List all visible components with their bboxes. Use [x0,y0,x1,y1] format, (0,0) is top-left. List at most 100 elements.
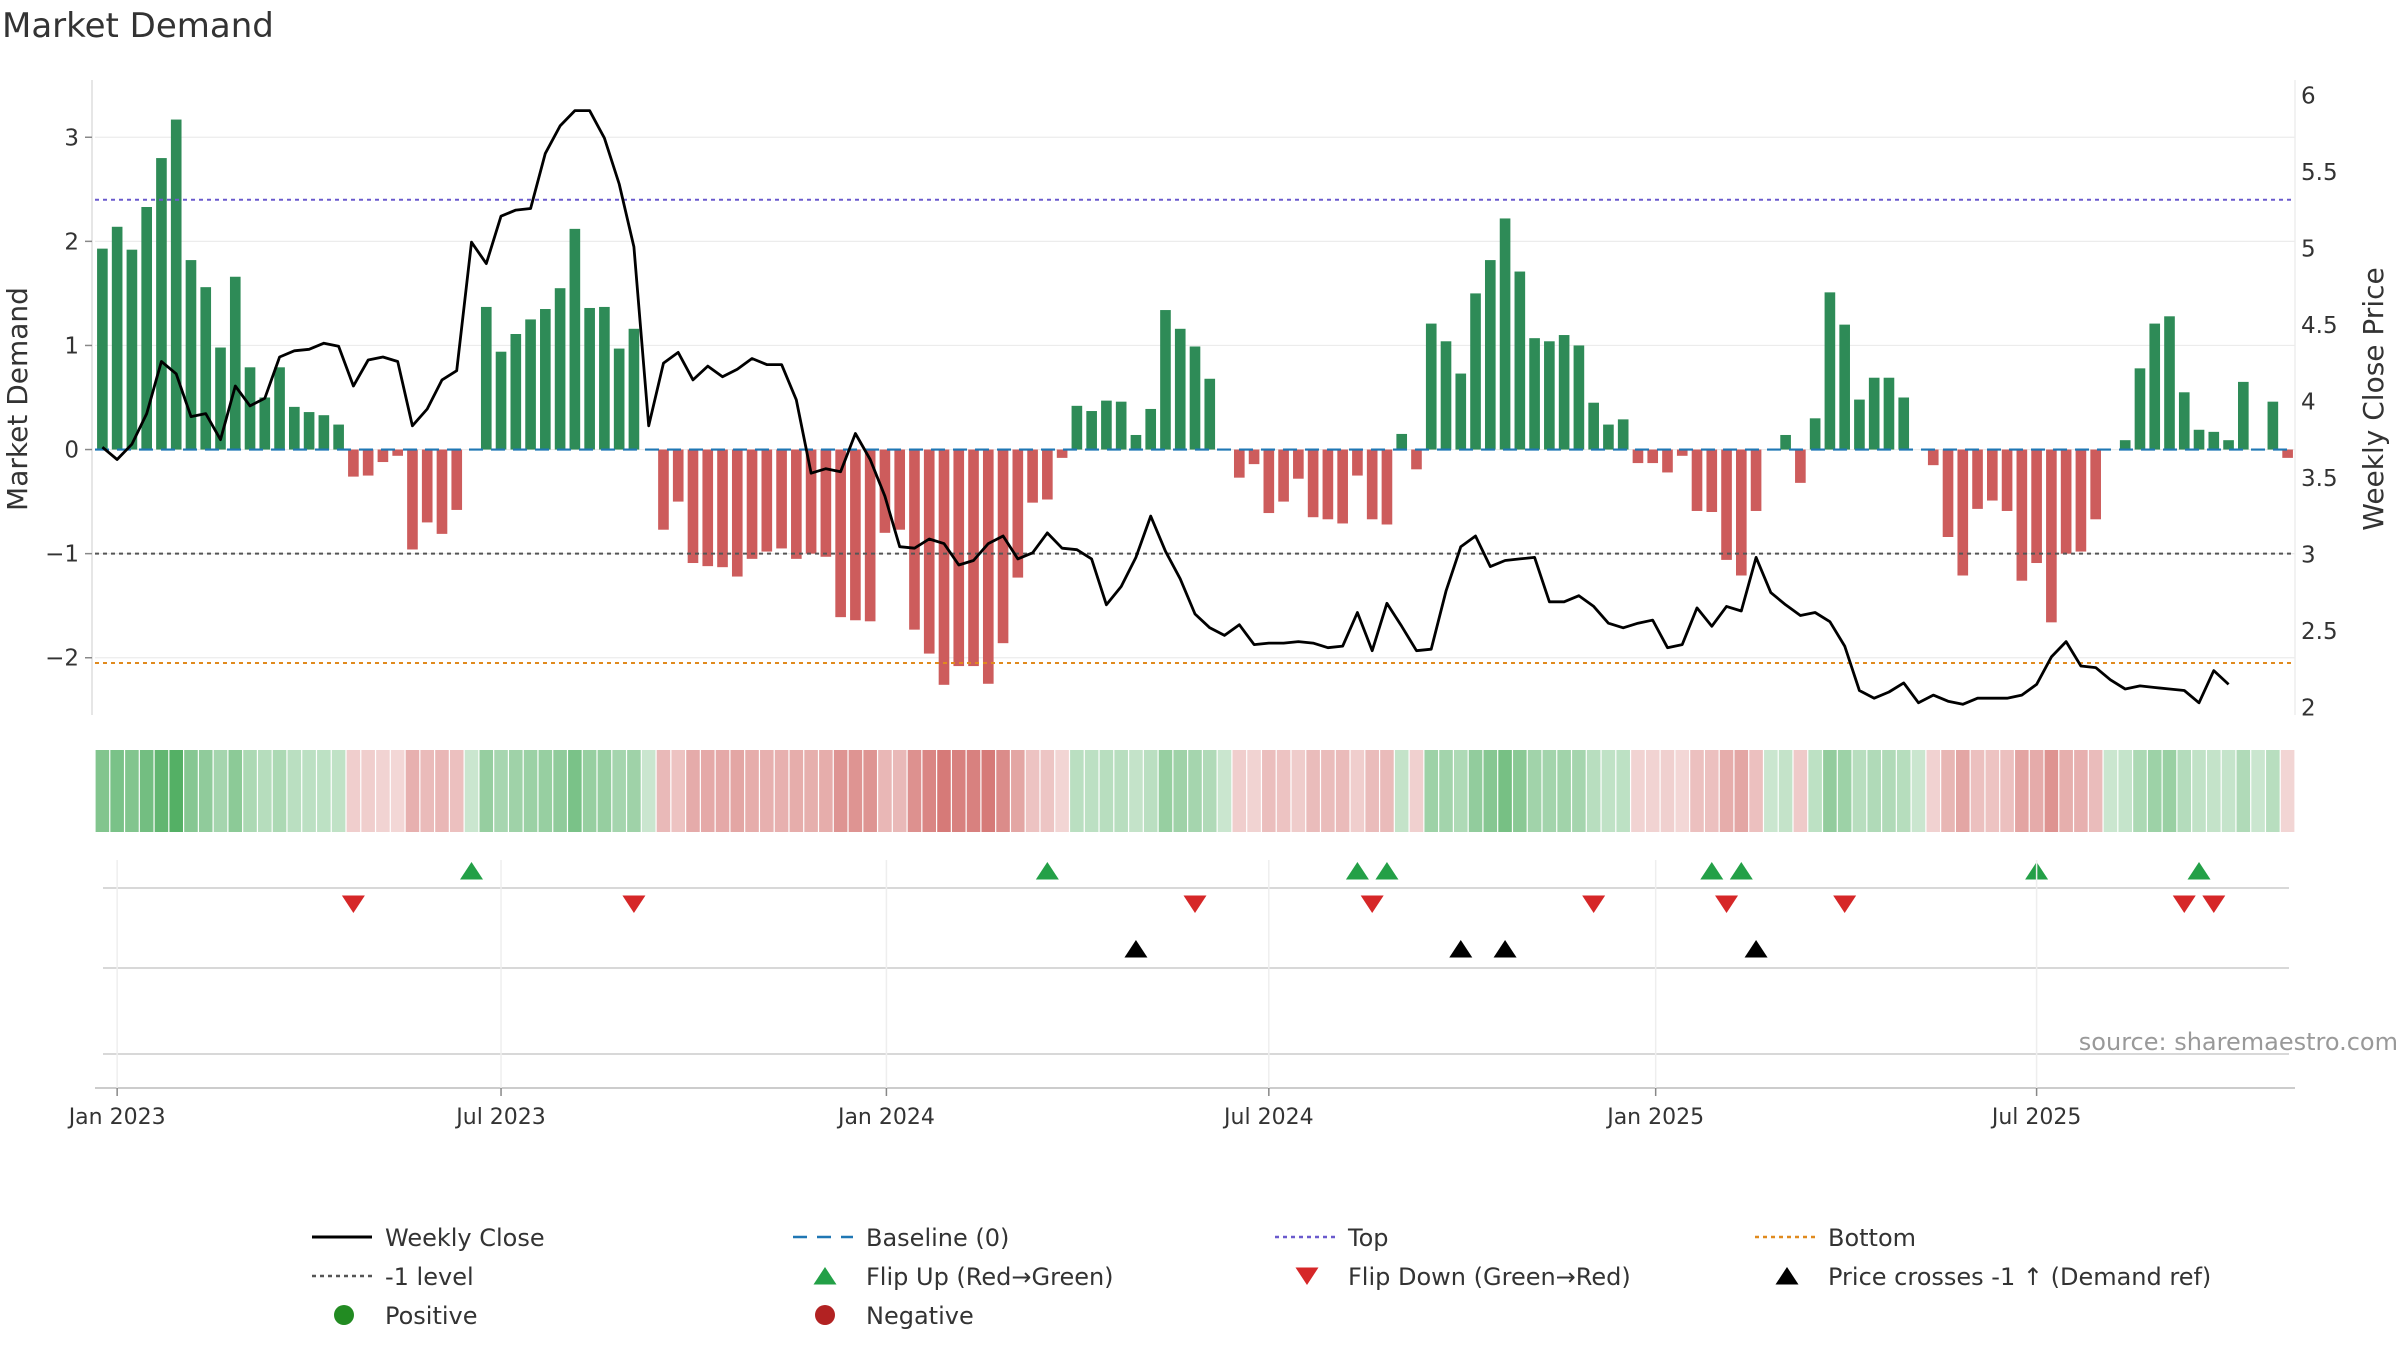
demand-bar [1086,411,1097,450]
demand-bar [244,367,256,450]
flip-up-marker [1375,862,1399,880]
heat-cell [1941,750,1955,832]
flip-up-marker [460,862,484,880]
demand-bar [1824,292,1836,450]
legend-label: Bottom [1828,1224,1916,1252]
heat-cell [1084,750,1099,832]
heat-cell [154,750,169,832]
heat-cell [1572,750,1586,832]
demand-bar [407,449,418,550]
y-tick-label: 0 [64,438,79,464]
demand-bar [1632,449,1644,464]
left-axis-ticks: −2 −1 0 1 2 3 [45,125,92,672]
heat-cell [1867,750,1881,832]
demand-bar [1499,218,1511,450]
heat-cell [1202,750,1217,832]
legend-label: Flip Down (Green→Red) [1348,1263,1631,1291]
demand-bar [805,449,817,554]
heat-cell [1040,750,1055,832]
demand-bar [229,276,241,450]
heat-cell [184,750,198,832]
heat-cell [1557,750,1571,832]
demand-bar [170,119,182,450]
heat-cell [597,750,612,832]
heat-cell [1837,750,1852,832]
demand-bar [2119,440,2131,450]
demand-bar [1470,293,1481,450]
heat-cell [1734,750,1749,832]
demand-bar [259,397,271,450]
heat-cell [390,750,405,832]
heat-cell [700,750,715,832]
heat-cell [95,750,110,832]
heat-cell [1025,750,1040,832]
flip-down-marker [622,895,646,913]
heat-cell [2192,750,2206,832]
demand-bar [392,449,403,456]
flip-down-marker [1183,895,1207,913]
demand-bar [2282,449,2293,458]
demand-bar [613,348,625,450]
heat-cell [2266,750,2280,832]
heat-cell [2221,750,2236,832]
demand-bar [2193,429,2205,450]
chart-title: Market Demand [2,6,274,46]
demand-bar [1145,408,1157,450]
heat-cell [2177,750,2192,832]
y2-tick-label: 3 [2301,542,2316,568]
heat-cell [582,750,597,832]
heat-cell [538,750,553,832]
heat-cell [1601,750,1616,832]
flip-down-marker [1833,895,1857,913]
heat-cell [1188,750,1202,832]
demand-bar [746,449,758,559]
demand-bar [1174,328,1186,450]
heat-cell [302,750,316,832]
demand-bar [1603,424,1614,450]
demand-bar [1662,449,1673,473]
heat-cell [2207,750,2221,832]
legend-label: Negative [866,1302,974,1330]
heat-cell [907,750,922,832]
heat-cell [627,750,641,832]
heat-cell [1586,750,1601,832]
demand-bar [1233,449,1245,478]
demand-bar [1042,449,1053,500]
heat-cell [1129,750,1143,832]
heat-cell [951,750,966,832]
heat-cell [553,750,567,832]
heat-cell [863,750,877,832]
demand-bar [1721,449,1732,560]
heat-cell [745,750,759,832]
demand-bar [731,449,743,577]
demand-bar [1484,260,1496,450]
heat-cell [1778,750,1793,832]
legend-swatch [334,1305,354,1325]
heat-cell [848,750,863,832]
demand-bar [953,449,965,667]
x-tick-label: Jul 2024 [1222,1105,1314,1130]
x-tick-label: Jan 2025 [1605,1105,1704,1130]
y2-tick-label: 4 [2301,389,2316,415]
price-cross-marker [1449,940,1473,958]
flip-down-marker [2202,895,2226,913]
demand-bar [480,306,492,450]
heat-cell [1882,750,1896,832]
heat-cell [774,750,789,832]
demand-bar [377,449,389,463]
heat-cell [1099,750,1114,832]
heat-cell [760,750,774,832]
demand-bar [968,449,979,667]
demand-bar [1647,449,1659,464]
demand-bar [495,351,507,450]
demand-bar [1056,449,1068,458]
heat-cell [1704,750,1719,832]
demand-bar [303,412,315,450]
heat-cell [1690,750,1704,832]
demand-bar [97,248,108,450]
heat-cell [464,750,479,832]
right-axis-ticks: 2 2.5 3 3.5 4 4.5 5 5.5 6 [2301,83,2338,721]
heat-cell [730,750,745,832]
heat-cell [1276,750,1291,832]
